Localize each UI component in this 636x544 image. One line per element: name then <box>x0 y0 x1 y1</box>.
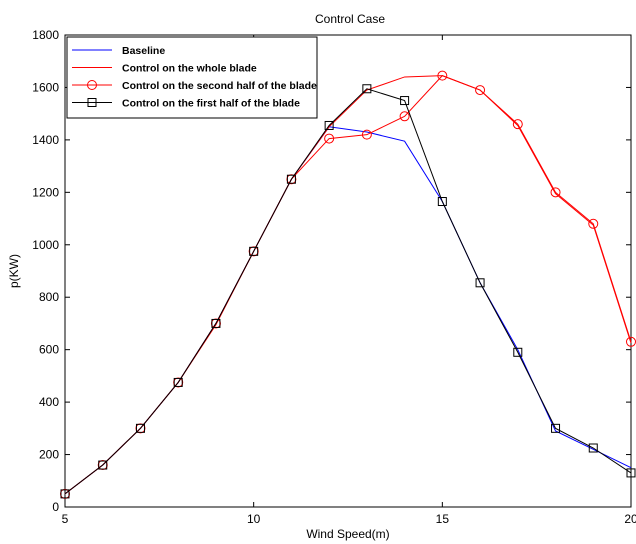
data-point-marker <box>135 423 145 433</box>
data-point-marker <box>400 96 410 106</box>
legend-entry: Control on the whole blade <box>72 63 257 75</box>
data-point-marker <box>324 133 335 144</box>
y-tick-label: 1600 <box>32 80 59 94</box>
data-point-marker <box>551 423 561 433</box>
legend-label: Baseline <box>122 45 165 57</box>
y-tick-label: 1400 <box>32 133 59 147</box>
data-point-marker <box>249 246 259 256</box>
data-point-marker <box>98 460 108 470</box>
data-point-marker <box>588 218 599 229</box>
data-point-marker <box>399 111 410 122</box>
data-point-marker <box>513 347 523 357</box>
y-tick-label: 200 <box>39 448 59 462</box>
y-tick-label: 0 <box>52 500 59 514</box>
y-tick-label: 1800 <box>32 28 59 42</box>
data-point-marker <box>211 318 221 328</box>
data-point-marker <box>437 197 447 207</box>
data-point-marker <box>475 278 485 288</box>
y-tick-label: 800 <box>39 290 59 304</box>
legend-label: Control on the second half of the blade <box>122 80 317 92</box>
data-point-marker <box>286 174 296 184</box>
data-point-marker <box>324 120 334 130</box>
x-tick-label: 10 <box>247 512 261 526</box>
chart-title: Control Case <box>315 12 385 26</box>
legend-label: Control on the whole blade <box>122 63 257 75</box>
legend-entry: Control on the second half of the blade <box>72 80 317 92</box>
y-axis-title: p(KW) <box>7 254 21 288</box>
x-tick-label: 20 <box>624 512 636 526</box>
data-point-marker <box>550 187 561 198</box>
y-tick-label: 1200 <box>32 185 59 199</box>
y-tick-label: 400 <box>39 395 59 409</box>
data-point-marker <box>362 84 372 94</box>
y-tick-label: 600 <box>39 343 59 357</box>
x-axis-title: Wind Speed(m) <box>306 527 389 541</box>
series-4 <box>60 84 636 499</box>
series-layer <box>60 70 636 499</box>
data-point-marker <box>512 119 523 130</box>
data-point-marker <box>437 70 448 81</box>
legend: Baseline Control on the whole blade Contro… <box>66 36 318 119</box>
legend-marker <box>87 80 97 90</box>
legend-entry: Control on the first half of the blade <box>72 98 300 110</box>
legend-marker <box>87 98 97 107</box>
data-point-marker <box>626 468 636 478</box>
data-point-marker <box>361 129 372 140</box>
x-tick-label: 15 <box>436 512 450 526</box>
data-point-marker <box>173 377 183 387</box>
series-line <box>64 88 632 495</box>
legend-label: Control on the first half of the blade <box>122 98 300 110</box>
legend-entry: Baseline <box>72 45 165 57</box>
data-point-marker <box>60 489 70 499</box>
x-tick-label: 5 <box>62 512 69 526</box>
data-point-marker <box>588 443 598 453</box>
data-point-marker <box>475 85 486 96</box>
y-tick-label: 1000 <box>32 238 59 252</box>
